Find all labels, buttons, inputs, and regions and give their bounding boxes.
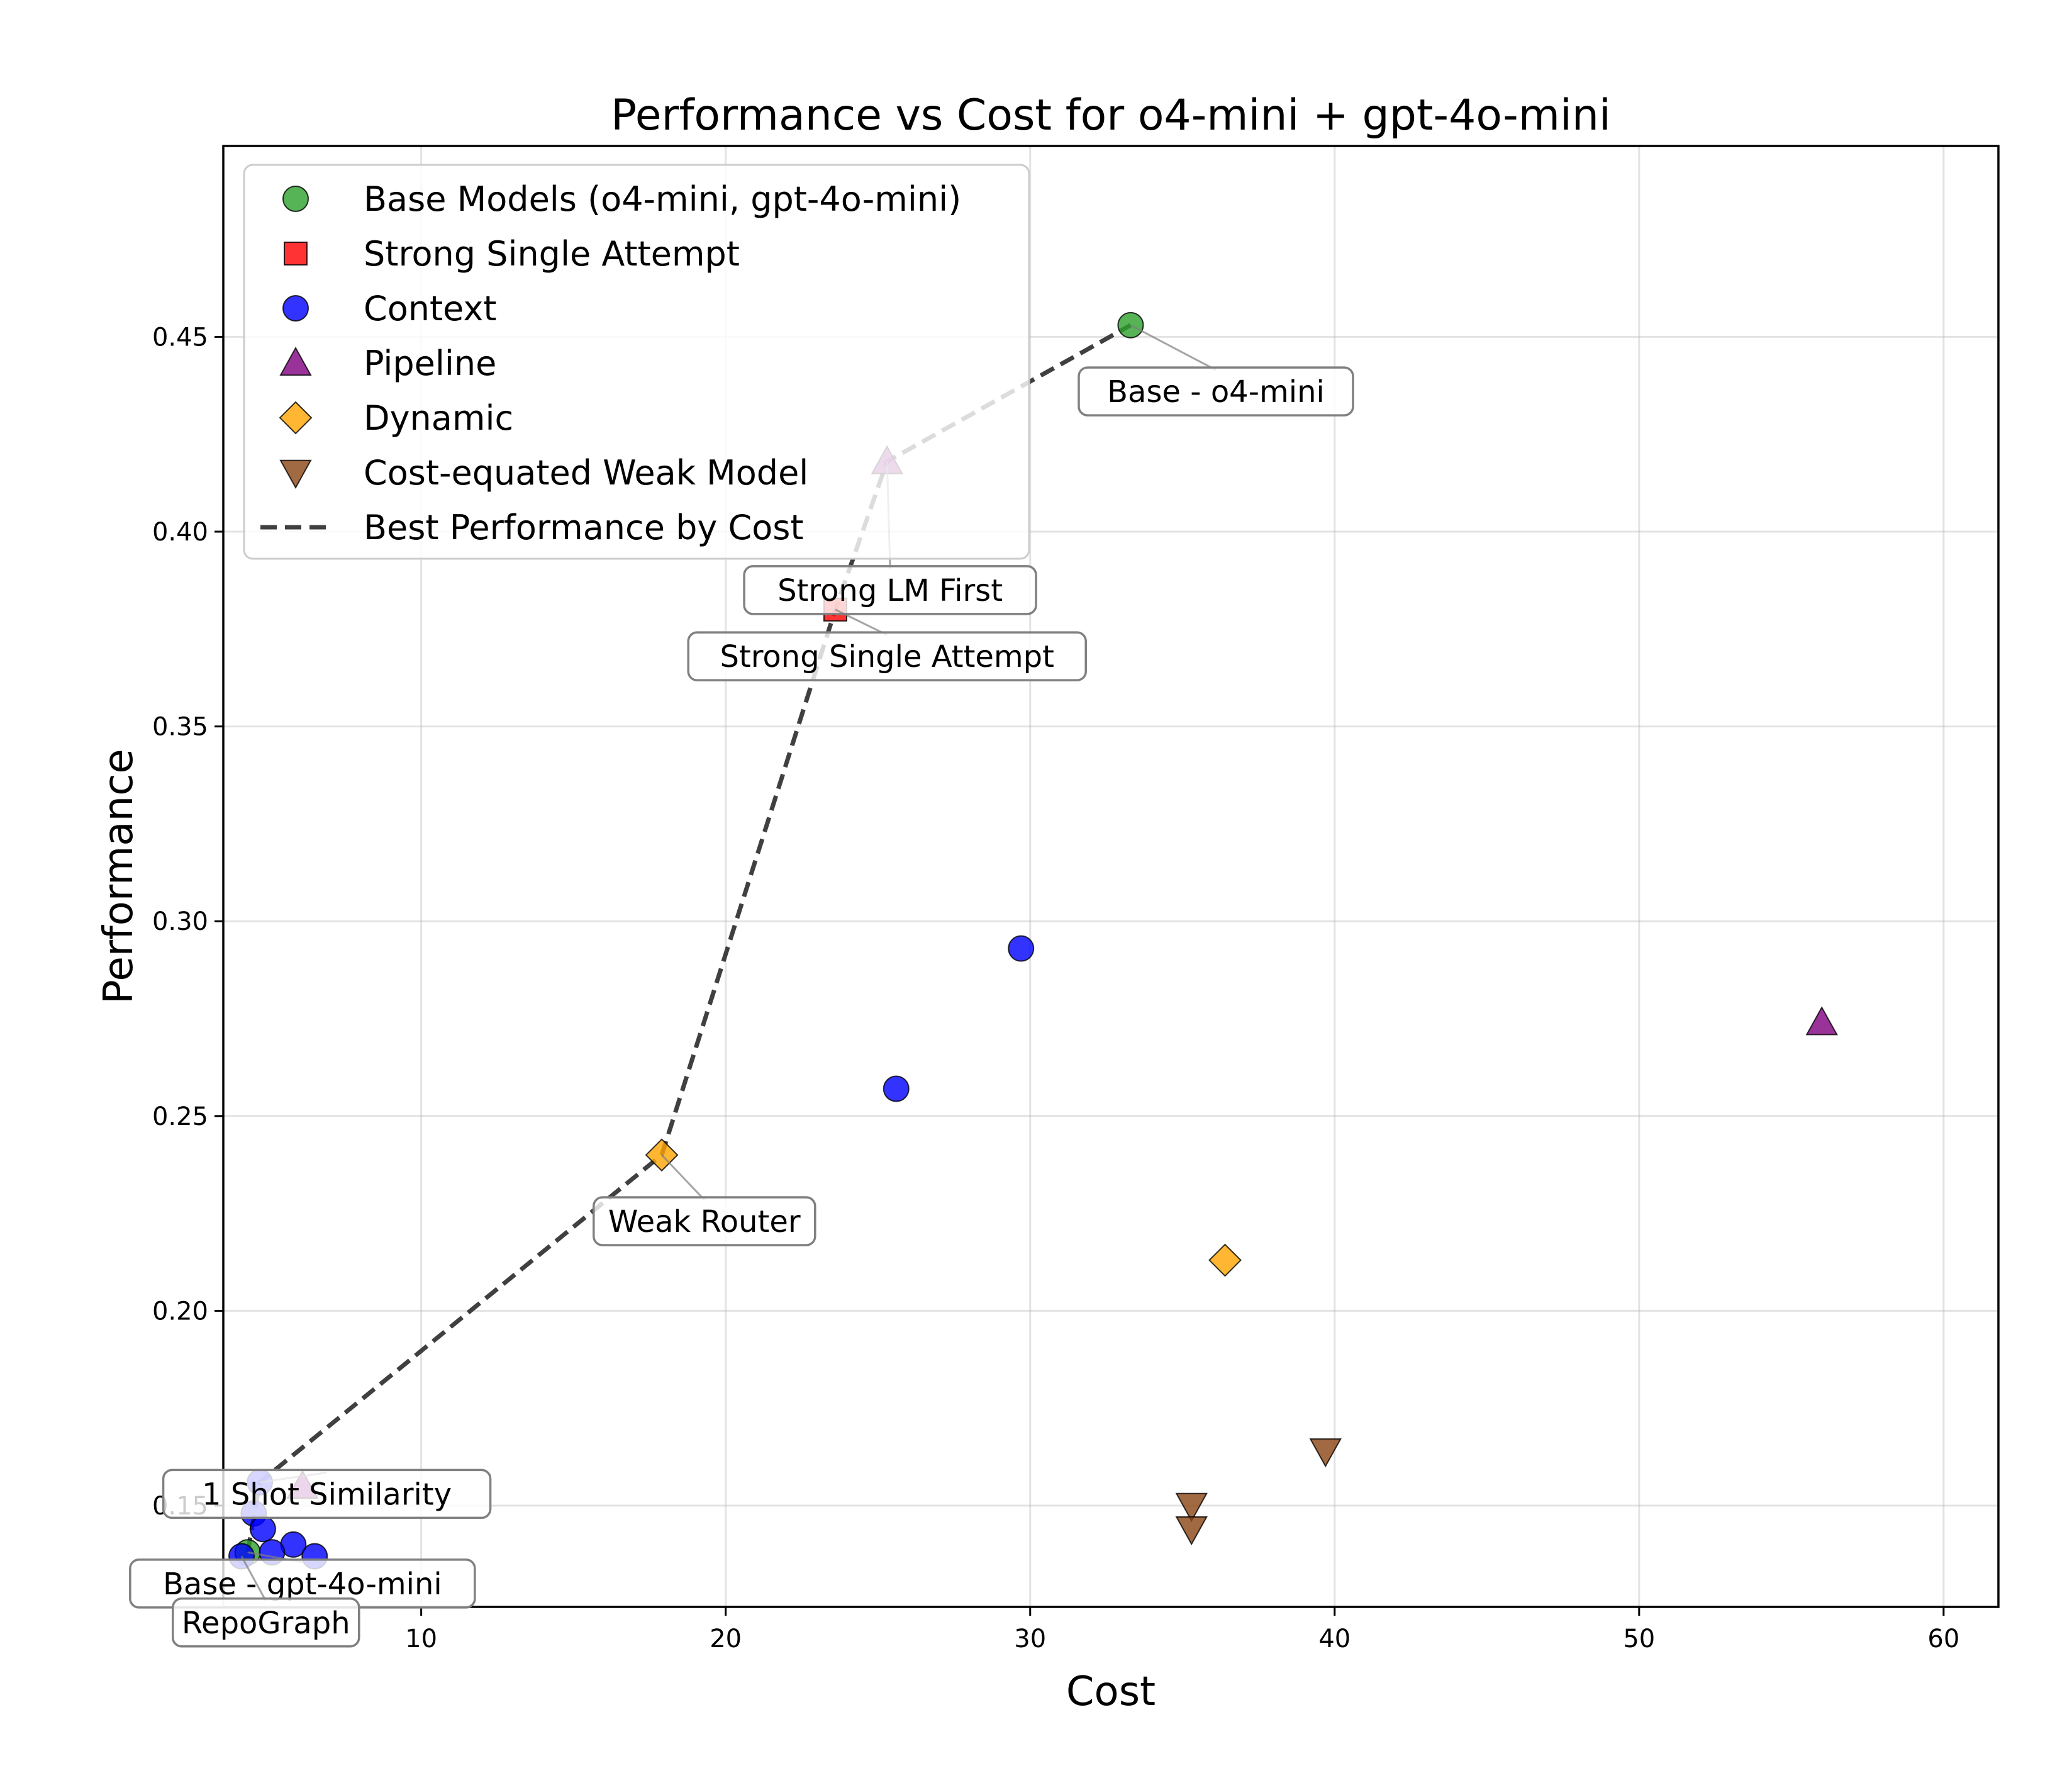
legend-item-best-performance-by-cost: Best Performance by Cost <box>260 508 804 547</box>
legend-marker-swatch <box>279 459 312 489</box>
legend-marker-swatch <box>282 186 309 212</box>
point-annotations: Base - o4-mini Strong LM First Strong Sing… <box>129 324 1354 1648</box>
annotation-label: RepoGraph <box>182 1606 350 1641</box>
annotation-box <box>162 1468 492 1519</box>
legend-marker-swatch <box>284 242 308 266</box>
point-context <box>249 1516 276 1543</box>
annotation-box <box>743 565 1037 615</box>
annotation-box <box>172 1597 360 1648</box>
legend-label: Dynamic <box>364 398 513 438</box>
y-tick-label: 0.25 <box>152 1102 208 1131</box>
point-cost-equated-weak-model <box>1175 1492 1208 1523</box>
legend-item-strong-single-attempt: Strong Single Attempt <box>284 234 740 274</box>
legend-label: Best Performance by Cost <box>364 508 804 547</box>
annotation-repograph: RepoGraph <box>172 1555 360 1648</box>
legend-marker-swatch <box>279 401 313 435</box>
legend-item-pipeline: Pipeline <box>279 344 496 383</box>
legend-label: Cost-equated Weak Model <box>364 453 808 493</box>
annotation-label: Base - gpt-4o-mini <box>163 1567 442 1602</box>
legend-item-dynamic: Dynamic <box>279 398 513 438</box>
annotation-leader-line <box>240 1555 267 1602</box>
x-tick-label: 10 <box>405 1625 437 1653</box>
legend-marker-swatch <box>279 346 312 376</box>
legend: Base Models (o4-mini, gpt-4o-mini) Strong… <box>243 164 1030 560</box>
point-cost-equated-weak-model <box>1309 1438 1342 1468</box>
annotation-label: Base - o4-mini <box>1107 374 1325 410</box>
y-tick-label: 0.35 <box>152 713 208 742</box>
annotation-leader-line <box>1130 324 1217 371</box>
legend-label: Pipeline <box>364 344 496 383</box>
annotation-base-gpt-4o-mini: Base - gpt-4o-mini <box>129 1551 476 1609</box>
y-tick-label: 0.30 <box>152 907 208 936</box>
annotation-box <box>687 631 1087 681</box>
y-tick-label: 0.40 <box>152 518 208 547</box>
x-axis-label: Cost <box>1066 1669 1156 1715</box>
annotation-leader-line <box>660 1154 705 1201</box>
annotation-base-o4-mini: Base - o4-mini <box>1078 324 1354 417</box>
y-tick-label: 0.45 <box>152 323 208 352</box>
point-context <box>1008 935 1035 962</box>
legend-label: Strong Single Attempt <box>364 234 740 274</box>
annotation-label: 1 Shot Similarity <box>202 1477 452 1512</box>
legend-box <box>243 164 1030 560</box>
y-tick-label: 0.20 <box>152 1297 208 1326</box>
annotation-leader-line <box>835 608 888 636</box>
legend-item-base-models-o4-mini-gpt-4o-mini: Base Models (o4-mini, gpt-4o-mini) <box>282 179 961 219</box>
x-tick-label: 30 <box>1014 1625 1046 1653</box>
annotation-1-shot-similarity: 1 Shot Similarity <box>162 1468 492 1519</box>
point-pipeline <box>1805 1006 1838 1036</box>
annotation-label: Strong Single Attempt <box>720 639 1054 674</box>
annotation-box <box>1078 366 1354 417</box>
x-tick-label: 20 <box>710 1625 742 1653</box>
annotation-weak-router: Weak Router <box>593 1154 816 1246</box>
legend-label: Context <box>364 289 497 328</box>
x-tick-label: 40 <box>1318 1625 1351 1653</box>
plot-frame <box>222 145 2000 1608</box>
y-axis-label: Performance <box>96 749 142 1004</box>
annotation-label: Weak Router <box>608 1204 801 1239</box>
legend-marker-swatch <box>282 295 309 322</box>
point-context <box>883 1075 910 1102</box>
point-cost-equated-weak-model <box>1175 1516 1208 1546</box>
x-tick-label: 50 <box>1623 1625 1655 1653</box>
annotation-label: Strong LM First <box>777 573 1003 608</box>
annotation-strong-single-attempt: Strong Single Attempt <box>687 608 1087 681</box>
annotation-box <box>593 1196 816 1246</box>
legend-label: Base Models (o4-mini, gpt-4o-mini) <box>364 179 961 219</box>
legend-item-context: Context <box>282 289 497 328</box>
grid-lines <box>223 146 1998 1607</box>
chart-title: Performance vs Cost for o4-mini + gpt-4o… <box>611 91 1611 140</box>
point-dynamic <box>1208 1243 1242 1277</box>
legend-item-cost-equated-weak-model: Cost-equated Weak Model <box>279 453 808 493</box>
x-tick-label: 60 <box>1927 1625 1959 1653</box>
